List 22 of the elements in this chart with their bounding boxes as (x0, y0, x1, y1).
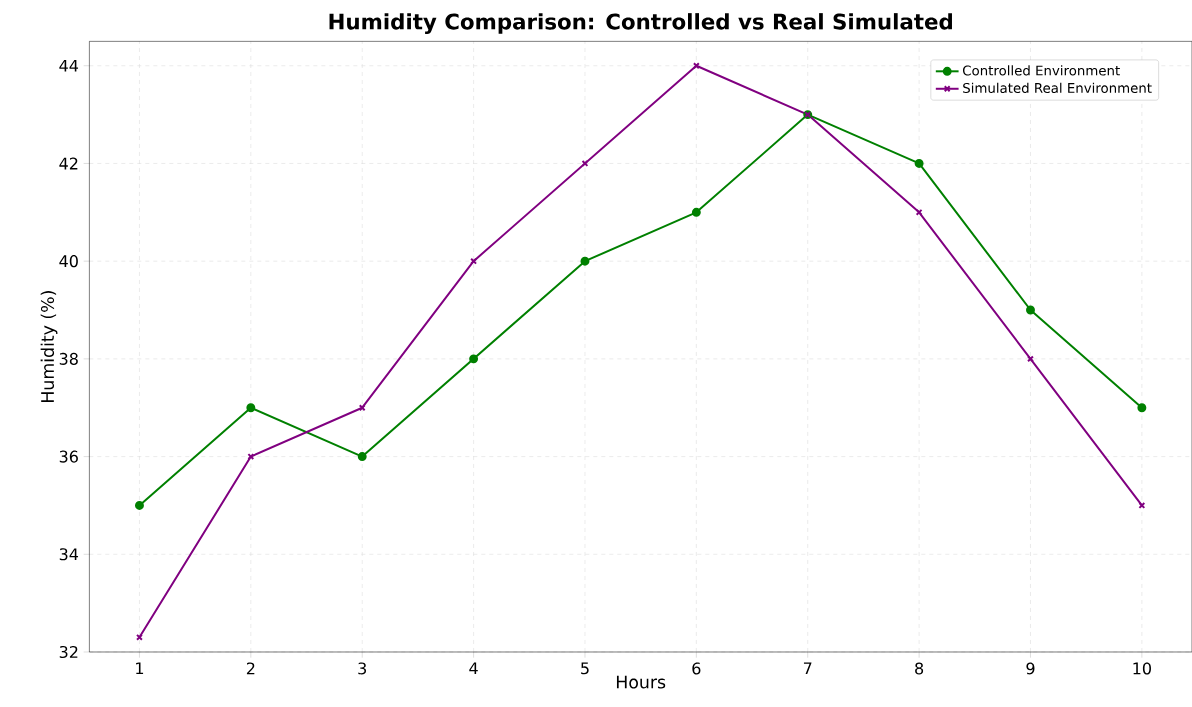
y-axis-title: Humidity (%) (40, 291, 58, 403)
x-tick-label: 8 (915, 662, 924, 675)
x-tick-label: 6 (692, 662, 701, 675)
y-tick-label: 38 (59, 352, 78, 366)
y-tick-label: 42 (59, 157, 78, 170)
x-tick-label: 4 (469, 662, 478, 675)
y-tick-label: 40 (59, 255, 78, 268)
legend-label: Controlled Environment (963, 65, 1120, 76)
y-tick-label: 32 (59, 646, 78, 659)
x-tick-label: 1 (136, 662, 144, 675)
y-tick-label: 44 (59, 60, 79, 72)
x-tick-label: 7 (803, 662, 812, 675)
y-tick-label: 36 (59, 450, 78, 463)
x-tick-label: 5 (581, 662, 589, 675)
y-tick-label: 34 (59, 548, 79, 561)
chart-title: Humidity Comparison: Controlled vs Real Simulated (329, 13, 952, 35)
x-tick-label: 9 (1026, 662, 1035, 675)
x-tick-label: 3 (358, 662, 367, 675)
legend-label: Simulated Real Environment (963, 82, 1152, 94)
x-tick-label: 10 (1133, 662, 1151, 675)
x-axis-title: Hours (616, 675, 666, 689)
x-tick-label: 2 (246, 662, 255, 675)
